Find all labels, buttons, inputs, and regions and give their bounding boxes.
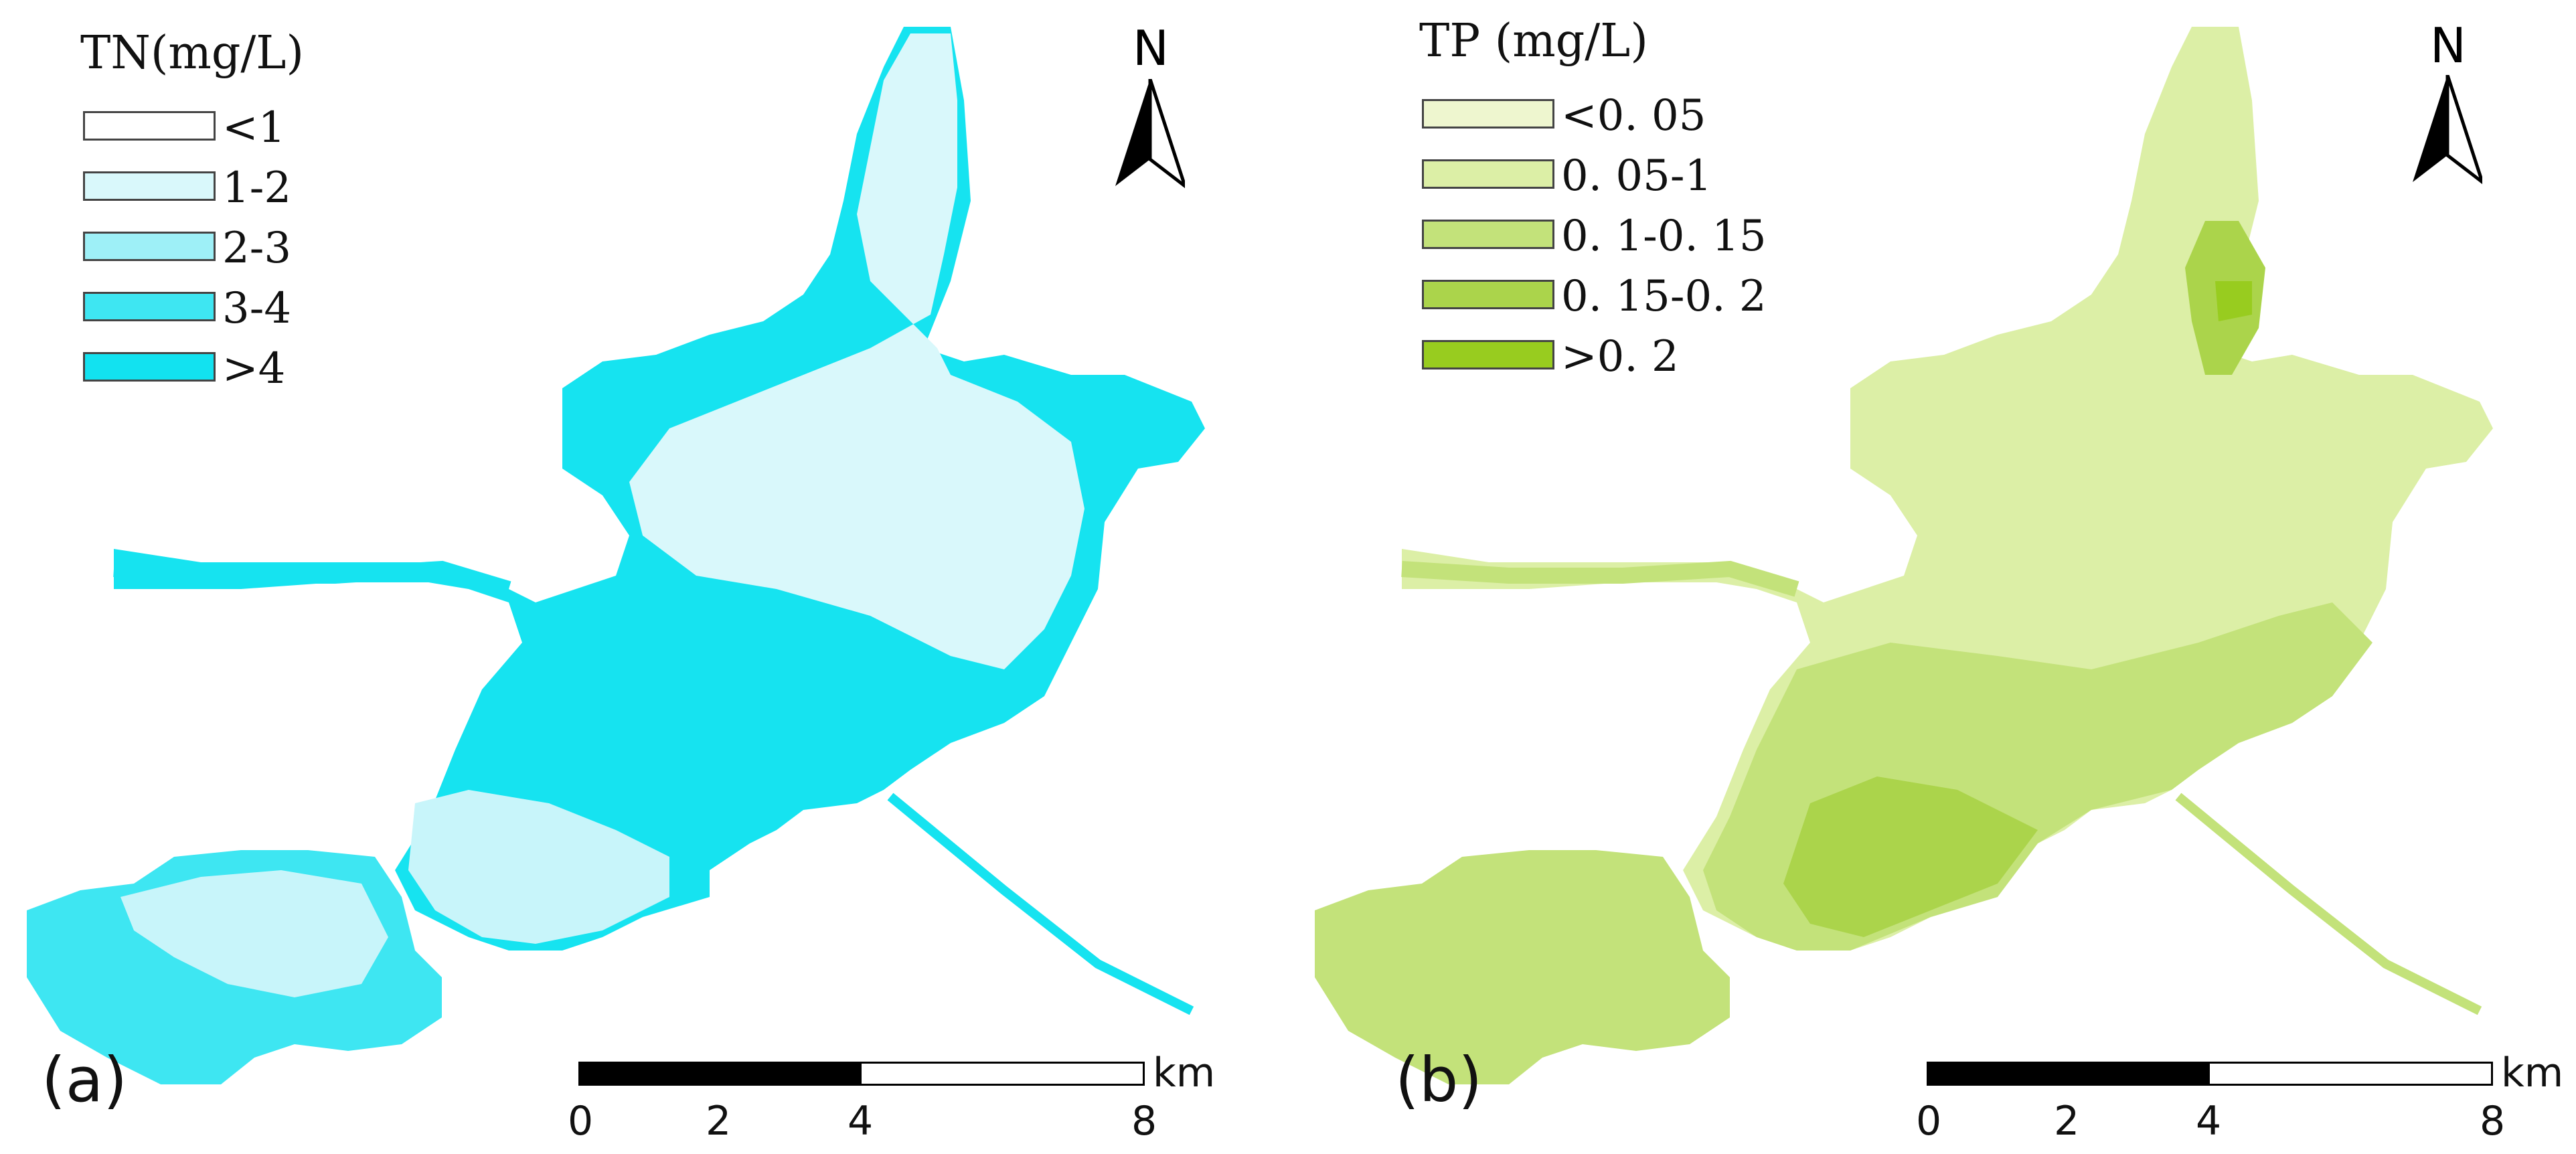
scale-tick: 2 <box>2054 1098 2080 1145</box>
scale-bar-filled-segment <box>1929 1064 2210 1084</box>
legend-label: 3-4 <box>222 284 292 333</box>
north-label: N <box>2430 17 2466 74</box>
legend-swatch <box>83 111 216 141</box>
legend-swatch <box>1422 340 1554 369</box>
scale-unit: km <box>1153 1050 1216 1096</box>
scale-tick: 8 <box>2480 1098 2506 1145</box>
legend-label: 0. 05-1 <box>1561 151 1712 201</box>
north-arrow-icon <box>2413 75 2482 185</box>
channel-west <box>113 560 511 597</box>
tn-map <box>27 27 1205 1084</box>
legend-label: 2-3 <box>222 224 292 273</box>
lake-high-zone <box>1783 776 2038 937</box>
panel-tn: TN(mg/L) <1 1-2 2-3 3-4 >4 N (a) 0 2 4 <box>27 20 1216 1145</box>
scale-bar <box>578 1062 1145 1086</box>
legend-label: 0. 1-0. 15 <box>1561 212 1767 261</box>
lake-north-inlet-core <box>2215 281 2252 321</box>
legend-label: <0. 05 <box>1561 91 1706 141</box>
panel-label: (b) <box>1395 1044 1483 1116</box>
legend-label: 1-2 <box>222 163 292 213</box>
lake-pale-southwest <box>408 790 669 944</box>
scale-bar <box>1927 1062 2493 1086</box>
legend-swatch <box>1422 280 1554 309</box>
legend-swatch <box>83 171 216 201</box>
scale-unit: km <box>2501 1050 2564 1096</box>
scale-bar-filled-segment <box>580 1064 862 1084</box>
legend-swatch <box>83 352 216 382</box>
scale-tick: 4 <box>848 1098 874 1145</box>
scale-tick: 0 <box>568 1098 594 1145</box>
channel-southeast <box>887 793 1194 1015</box>
legend-label: >0. 2 <box>1561 332 1679 382</box>
legend-label: >4 <box>222 344 286 394</box>
lake-pale-north <box>629 33 1084 669</box>
legend-swatch <box>1422 99 1554 129</box>
legend-label: <1 <box>222 103 286 153</box>
north-arrow-icon <box>1115 79 1185 189</box>
channel-southeast <box>2175 793 2482 1015</box>
legend-title: TN(mg/L) <box>80 27 304 80</box>
scale-tick: 0 <box>1916 1098 1942 1145</box>
scale-tick: 8 <box>1131 1098 1157 1145</box>
lake-southwest-basin <box>1315 850 1730 1084</box>
legend-label: 0. 15-0. 2 <box>1561 272 1767 321</box>
scale-tick: 4 <box>2196 1098 2222 1145</box>
legend-swatch <box>83 232 216 261</box>
legend-swatch <box>83 292 216 321</box>
channel-west <box>1401 560 1799 597</box>
panel-tp: TP (mg/L) <0. 05 0. 05-1 0. 1-0. 15 0. 1… <box>1288 0 2576 1154</box>
legend-swatch <box>1422 159 1554 189</box>
scale-tick: 2 <box>706 1098 732 1145</box>
tp-map <box>1315 27 2493 1084</box>
legend-title: TP (mg/L) <box>1419 15 1648 68</box>
panel-label: (a) <box>42 1044 128 1116</box>
legend-swatch <box>1422 220 1554 249</box>
lake-southwest-pale <box>120 870 388 997</box>
north-label: N <box>1133 20 1169 76</box>
